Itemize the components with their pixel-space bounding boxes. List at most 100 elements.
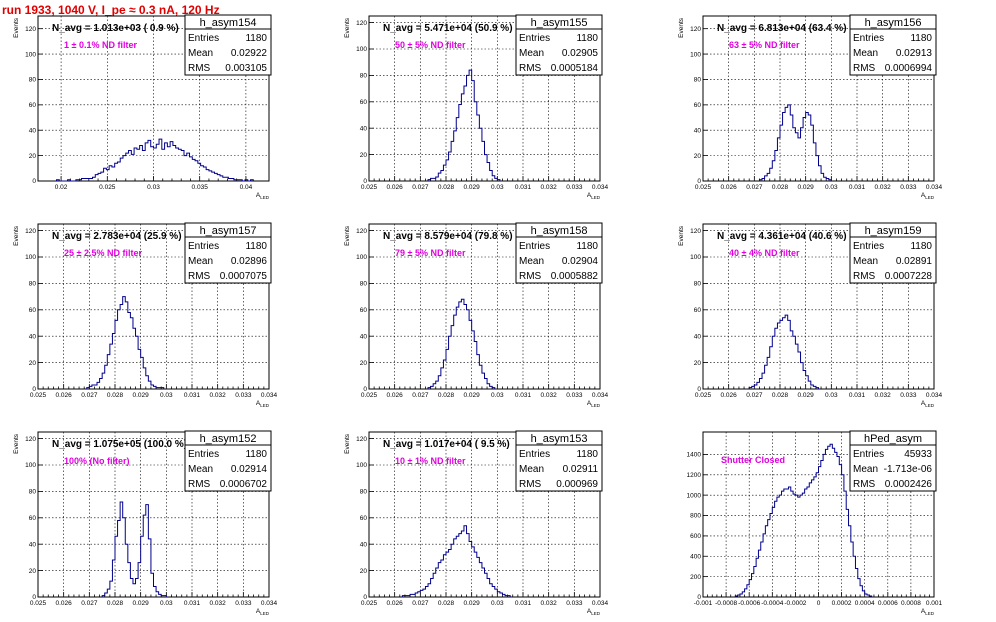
x-tick-label: 0.027 (81, 600, 98, 607)
x-tick-label: 0.032 (210, 600, 227, 607)
y-tick-label: 120 (690, 228, 701, 235)
x-tick-label: 0.033 (900, 392, 917, 399)
histogram-h_asym155 (427, 69, 501, 181)
x-tick-label: 0.033 (566, 600, 583, 607)
x-tick-label: 0.04 (240, 184, 253, 191)
y-tick-label: 80 (360, 489, 368, 496)
n-avg-label: N_avg = 2.783e+04 (25.9 %) (52, 231, 182, 242)
y-tick-label: 80 (694, 281, 702, 288)
x-tick-label: 0.001 (926, 600, 943, 607)
x-tick-label: 0.028 (107, 600, 124, 607)
x-tick-label: 0.026 (387, 600, 404, 607)
x-tick-label: 0.03 (825, 392, 838, 399)
n-avg-label: N_avg = 8.579e+04 (79.8 %) (383, 231, 513, 242)
y-tick-label: 120 (25, 26, 36, 33)
histogram-h_asym159 (748, 314, 819, 389)
x-tick-label: -0.0008 (715, 600, 737, 607)
x-tick-label: 0.028 (438, 184, 455, 191)
histogram-line (401, 525, 511, 597)
x-tick-label: 0.034 (261, 392, 278, 399)
x-tick-label: 0.034 (926, 392, 943, 399)
stats-mean-value: 0.02922 (231, 48, 268, 59)
histogram-name: h_asym156 (865, 17, 922, 29)
x-tick-label: 0.029 (133, 600, 150, 607)
y-tick-label: 120 (690, 26, 701, 33)
stats-entries-value: 45933 (904, 449, 932, 460)
y-tick-label: 100 (25, 51, 36, 58)
stats-entries-value: 1180 (245, 33, 267, 44)
x-axis-label: ALED (921, 400, 935, 408)
x-axis-label: ALED (256, 400, 270, 408)
plot-frame (702, 15, 935, 182)
histogram-line (758, 104, 832, 181)
stats-entries-label: Entries (853, 241, 884, 252)
x-tick-label: 0.034 (261, 600, 278, 607)
x-tick-label: 0.031 (849, 392, 866, 399)
stats-entries-value: 1180 (910, 241, 932, 252)
y-tick-label: 60 (29, 307, 37, 314)
y-axis-label: Events (344, 225, 351, 246)
panel-h_asym155: 0.025 0.026 0.027 0.028 0.029 0.03 0.031 0.032 0… (344, 14, 609, 200)
x-tick-label: 0.034 (592, 600, 609, 607)
stats-entries-value: 1180 (245, 241, 267, 252)
y-tick-label: 20 (694, 360, 702, 367)
y-tick-label: 60 (29, 102, 37, 109)
x-tick-label: 0.031 (515, 184, 532, 191)
y-tick-label: 80 (29, 77, 37, 84)
y-tick-label: 80 (694, 77, 702, 84)
histogram-h_asym152 (101, 501, 167, 597)
filter-annotation: 10 ± 1% ND filter (395, 456, 466, 466)
y-tick-label: 100 (690, 51, 701, 58)
stats-rms-label: RMS (853, 63, 876, 74)
y-tick-label: 0 (363, 178, 367, 185)
x-tick-label: 0.026 (56, 600, 73, 607)
stats-rms-label: RMS (188, 271, 211, 282)
x-tick-label: 0.03 (491, 184, 504, 191)
y-tick-label: 0 (697, 594, 701, 601)
x-tick-label: -0.001 (694, 600, 713, 607)
x-tick-label: 0.025 (695, 184, 712, 191)
y-axis-label: Events (13, 225, 20, 246)
y-axis-label: Events (13, 17, 20, 38)
stats-rms-label: RMS (853, 479, 876, 490)
y-tick-label: 0 (697, 386, 701, 393)
filter-annotation: 50 ± 5% ND filter (395, 40, 466, 50)
x-tick-label: 0.029 (798, 392, 815, 399)
x-tick-label: 0.027 (412, 184, 429, 191)
y-tick-label: 1400 (687, 452, 702, 459)
y-tick-label: 20 (360, 360, 368, 367)
stats-rms-label: RMS (519, 479, 542, 490)
y-tick-label: 40 (29, 541, 37, 548)
y-tick-label: 60 (360, 99, 368, 106)
x-tick-label: 0.0006 (878, 600, 898, 607)
x-tick-label: 0.026 (387, 392, 404, 399)
stats-mean-label: Mean (188, 48, 213, 59)
stats-mean-label: Mean (188, 256, 213, 267)
x-tick-label: 0.028 (107, 392, 124, 399)
x-tick-label: 0.0008 (901, 600, 921, 607)
y-tick-label: 80 (29, 489, 37, 496)
x-tick-label: 0.032 (541, 184, 558, 191)
x-tick-label: 0.033 (566, 184, 583, 191)
x-tick-label: 0.029 (464, 184, 481, 191)
y-tick-label: 0 (697, 178, 701, 185)
y-axis-label: Events (678, 225, 685, 246)
stats-rms-value: 0.0005184 (551, 63, 599, 74)
filter-annotation: 63 ± 5% ND filter (729, 40, 800, 50)
stats-mean-value: 0.02891 (896, 256, 933, 267)
stats-mean-value: 0.02914 (231, 464, 268, 475)
histogram-h_asym157 (86, 296, 165, 389)
y-tick-label: 100 (356, 254, 367, 261)
x-tick-label: 0.029 (798, 184, 815, 191)
x-tick-label: -0.0002 (784, 600, 806, 607)
stats-mean-value: 0.02911 (563, 464, 599, 475)
x-tick-label: 0.025 (30, 392, 47, 399)
x-tick-label: 0.027 (412, 392, 429, 399)
histogram-h_asym158 (427, 298, 496, 389)
x-tick-label: 0.034 (926, 184, 943, 191)
panel-h_asym157: 0.025 0.026 0.027 0.028 0.029 0.03 0.031 0.032 0… (13, 222, 278, 408)
y-tick-label: 20 (29, 360, 37, 367)
histogram-line (101, 501, 167, 597)
histogram-line (86, 296, 165, 389)
y-tick-label: 100 (25, 462, 36, 469)
